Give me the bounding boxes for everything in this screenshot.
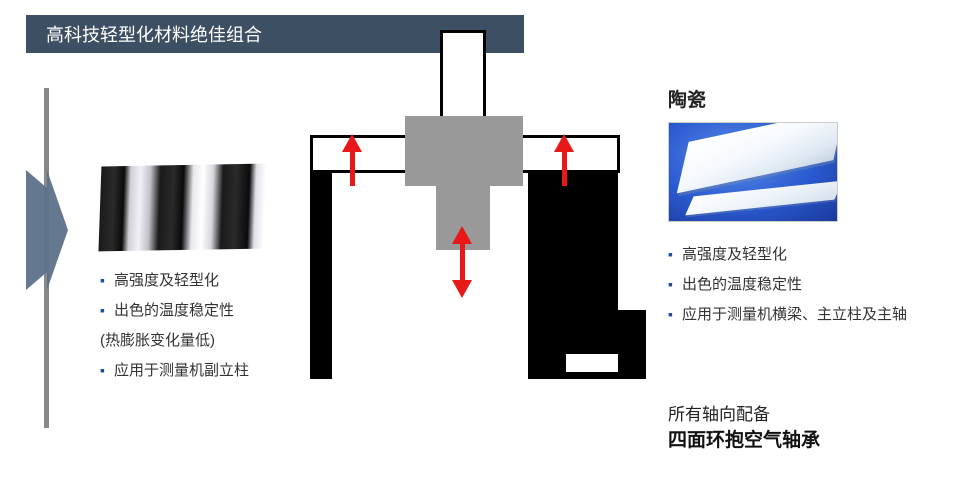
carbon-material-image: [98, 164, 266, 252]
ceramic-heading: 陶瓷: [668, 85, 968, 112]
left-sub-note: (热膨胀变化量低): [100, 326, 300, 356]
right-column: 陶瓷 高强度及轻型化 出色的温度稳定性 应用于测量机横梁、主立柱及主轴: [668, 85, 968, 330]
right-bullet-1: 高强度及轻型化: [668, 240, 968, 270]
title-text: 高科技轻型化材料绝佳组合: [46, 25, 262, 45]
bottom-note: 所有轴向配备 四面环抱空气轴承: [668, 400, 820, 452]
diagram-arrow-double: [460, 242, 465, 282]
right-bullet-3: 应用于测量机横梁、主立柱及主轴: [668, 300, 968, 330]
right-bullet-2: 出色的温度稳定性: [668, 270, 968, 300]
bottom-line1: 所有轴向配备: [668, 400, 820, 425]
left-bullet-1: 高强度及轻型化: [100, 266, 300, 296]
diagram-arrow-up-right: [562, 150, 567, 186]
ceramic-image: [668, 122, 838, 222]
left-bullet-2: 出色的温度稳定性: [100, 296, 300, 326]
diagram-right-notch: [566, 354, 618, 372]
diagram-grey-block: [405, 116, 523, 186]
left-bullet-3: 应用于测量机副立柱: [100, 356, 300, 386]
left-section-arrow-icon: [26, 170, 68, 290]
diagram-arrow-up-left: [350, 150, 355, 186]
bottom-line2: 四面环抱空气轴承: [668, 425, 820, 452]
left-column: 高强度及轻型化 出色的温度稳定性 (热膨胀变化量低) 应用于测量机副立柱: [100, 165, 300, 386]
left-bullet-list: 高强度及轻型化 出色的温度稳定性 (热膨胀变化量低) 应用于测量机副立柱: [100, 266, 300, 386]
right-bullet-list: 高强度及轻型化 出色的温度稳定性 应用于测量机横梁、主立柱及主轴: [668, 240, 968, 330]
diagram-left-pillar: [310, 173, 332, 379]
machine-diagram: [310, 30, 620, 410]
